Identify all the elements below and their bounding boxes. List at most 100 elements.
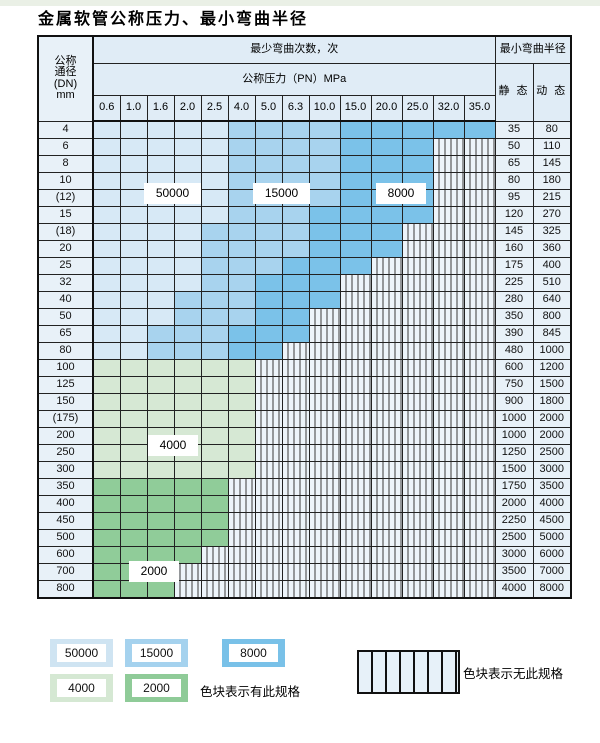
spec-cell [173, 223, 201, 241]
spec-cell [92, 359, 120, 377]
static-radius-value: 2500 [494, 529, 533, 547]
table-row: (18) 145 325 [37, 223, 571, 241]
spec-cell [119, 325, 147, 343]
spec-cell [254, 240, 282, 258]
no-spec-cell [308, 529, 340, 547]
no-spec-cell [227, 495, 255, 513]
no-spec-cell [254, 546, 282, 564]
spec-cell [281, 138, 309, 156]
spec-cell [92, 257, 120, 275]
no-spec-cell [432, 393, 464, 411]
spec-cell [200, 223, 228, 241]
no-spec-cell [254, 495, 282, 513]
no-spec-cell [339, 512, 371, 530]
no-spec-cell [308, 444, 340, 462]
no-spec-cell [401, 461, 433, 479]
spec-cell [146, 495, 174, 513]
spec-cell [119, 274, 147, 292]
spec-cell [92, 410, 120, 428]
no-spec-cell [254, 461, 282, 479]
dn-cell: 6 [37, 138, 94, 156]
no-spec-cell [463, 359, 495, 377]
spec-cell [200, 257, 228, 275]
dynamic-radius-value: 7000 [532, 563, 571, 581]
no-spec-cell [370, 529, 402, 547]
no-spec-cell [401, 325, 433, 343]
spec-cell [92, 274, 120, 292]
no-spec-cell [173, 580, 201, 598]
spec-cell [281, 257, 309, 275]
spec-cell [200, 308, 228, 326]
static-radius-value: 350 [494, 308, 533, 326]
dynamic-radius-value: 110 [532, 138, 571, 156]
spec-cell [146, 120, 174, 139]
spec-cell [200, 410, 228, 428]
spec-cell [401, 155, 433, 173]
spec-cell [119, 138, 147, 156]
spec-cell [146, 461, 174, 479]
region-label-50000: 50000 [144, 183, 201, 204]
spec-cell [227, 274, 255, 292]
spec-cell [173, 155, 201, 173]
dynamic-radius-value: 400 [532, 257, 571, 275]
no-spec-cell [308, 478, 340, 496]
legend-swatch-4000: 4000 [50, 674, 113, 702]
spec-cell [92, 240, 120, 258]
no-spec-cell [339, 393, 371, 411]
table-row: 20 160 360 [37, 240, 571, 258]
spec-cell [119, 120, 147, 139]
spec-cell [339, 189, 371, 207]
spec-cell [200, 274, 228, 292]
dn-header-line: (DN) [53, 77, 78, 90]
pressure-value-row: 0.6 1.0 1.6 2.0 2.5 4.0 5.0 6.3 10.0 15.0 20.0 25.0… [38, 95, 571, 122]
spec-cell [92, 529, 120, 547]
static-radius-value: 2250 [494, 512, 533, 530]
table-row: 150 900 1800 [37, 393, 571, 411]
no-spec-cell [254, 410, 282, 428]
spec-cell [119, 240, 147, 258]
no-spec-cell [339, 563, 371, 581]
static-radius-value: 1000 [494, 427, 533, 445]
static-radius-value: 65 [494, 155, 533, 173]
dynamic-radius-value: 3500 [532, 478, 571, 496]
spec-cell [173, 393, 201, 411]
dynamic-radius-value: 800 [532, 308, 571, 326]
no-spec-cell [339, 359, 371, 377]
spec-cell [92, 478, 120, 496]
no-spec-cell [308, 563, 340, 581]
dn-cell: 400 [37, 495, 94, 513]
page-top-scan-strip [0, 0, 600, 6]
no-spec-cell [308, 427, 340, 445]
spec-cell [146, 529, 174, 547]
spec-cell [92, 120, 120, 139]
spec-cell [173, 376, 201, 394]
spec-cell [227, 138, 255, 156]
table-row: 40 280 640 [37, 291, 571, 309]
spec-cell [227, 189, 255, 207]
spec-cell [146, 376, 174, 394]
no-spec-cell [432, 155, 464, 173]
spec-cell [200, 155, 228, 173]
table-row: 50 350 800 [37, 308, 571, 326]
no-spec-cell [401, 512, 433, 530]
dynamic-radius-value: 4000 [532, 495, 571, 513]
no-spec-cell [339, 529, 371, 547]
spec-cell [254, 274, 282, 292]
spec-cell [173, 478, 201, 496]
spec-cell [92, 427, 120, 445]
spec-cell [146, 308, 174, 326]
no-spec-cell [463, 444, 495, 462]
no-spec-cell [227, 563, 255, 581]
dn-cell: (175) [37, 410, 94, 428]
no-spec-cell [463, 308, 495, 326]
static-radius-value: 175 [494, 257, 533, 275]
no-spec-cell [339, 342, 371, 360]
no-spec-cell [432, 495, 464, 513]
legend-swatch-label: 8000 [229, 644, 278, 662]
dn-cell: 15 [37, 206, 94, 224]
dn-cell: 40 [37, 291, 94, 309]
no-spec-cell [401, 580, 433, 598]
no-spec-cell [281, 427, 309, 445]
spec-cell [173, 257, 201, 275]
spec-cell [339, 172, 371, 190]
